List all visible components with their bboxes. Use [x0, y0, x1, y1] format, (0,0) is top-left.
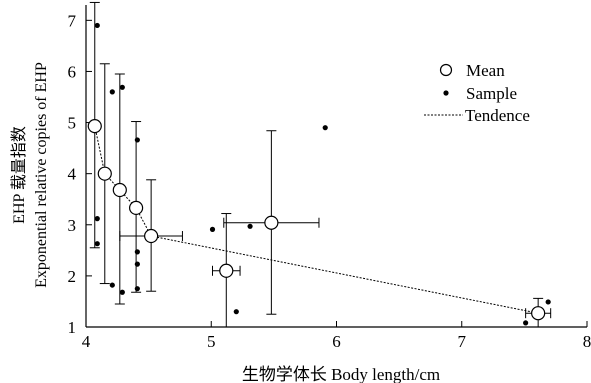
mean-point: [112, 182, 127, 198]
mean-point: [129, 200, 144, 216]
y-axis-label-line1: EHP 载量指数: [10, 126, 28, 224]
x-tick-label: 5: [207, 332, 216, 351]
y-tick-label: 3: [68, 216, 77, 235]
mean-point: [531, 306, 546, 321]
sample-point: [322, 125, 328, 131]
x-axis-label: 生物学体长 Body length/cm: [242, 365, 440, 383]
mean-point: [97, 166, 112, 181]
legend-mean-label: Mean: [466, 61, 505, 80]
sample-point: [94, 216, 100, 222]
sample-point: [94, 22, 100, 29]
sample-point: [247, 223, 253, 229]
y-tick-label: 2: [68, 267, 77, 286]
y-tick-label: 6: [68, 62, 77, 81]
legend: Mean Sample Tendence: [424, 61, 530, 125]
sample-points: [94, 22, 551, 326]
y-ticks: 1 2 3 4 5 6 7: [68, 11, 92, 337]
legend-sample-marker: [443, 90, 449, 96]
mean-point: [87, 119, 102, 134]
plot-area: 4 5 6 7 8 1 2 3 4 5 6 7: [68, 1, 591, 351]
error-bars: [89, 1, 552, 328]
x-tick-label: 6: [332, 332, 341, 351]
sample-point: [523, 320, 529, 326]
sample-point: [94, 241, 100, 247]
sample-point: [134, 286, 140, 292]
sample-point: [119, 84, 125, 90]
y-axis-label-line2: Exponential relative copies of EHP: [33, 62, 50, 288]
legend-mean-marker: [439, 63, 453, 77]
y-axis-label: EHP 载量指数 Exponential relative copies of …: [10, 62, 50, 288]
legend-sample-label: Sample: [466, 84, 517, 103]
sample-point: [109, 282, 115, 288]
x-tick-label: 8: [583, 332, 591, 351]
x-ticks: 4 5 6 7 8: [82, 321, 591, 351]
y-tick-label: 5: [68, 114, 77, 133]
sample-point: [545, 299, 551, 305]
mean-points: [87, 119, 546, 321]
trend-line: [94, 125, 539, 314]
x-tick-label: 4: [82, 332, 91, 351]
mean-point: [219, 263, 234, 278]
mean-point: [144, 228, 159, 244]
y-tick-label: 4: [68, 165, 77, 184]
sample-point: [134, 249, 140, 255]
sample-point: [233, 309, 239, 315]
sample-point: [109, 89, 115, 95]
sample-point: [209, 226, 216, 232]
sample-point: [134, 261, 140, 267]
legend-trend-label: Tendence: [465, 106, 530, 125]
y-tick-label: 1: [68, 318, 77, 337]
trend-line-group: [94, 125, 539, 314]
sample-point: [134, 137, 140, 143]
sample-point: [119, 289, 125, 295]
y-tick-label: 7: [68, 11, 77, 30]
mean-point: [264, 215, 279, 230]
x-tick-label: 7: [458, 332, 467, 351]
